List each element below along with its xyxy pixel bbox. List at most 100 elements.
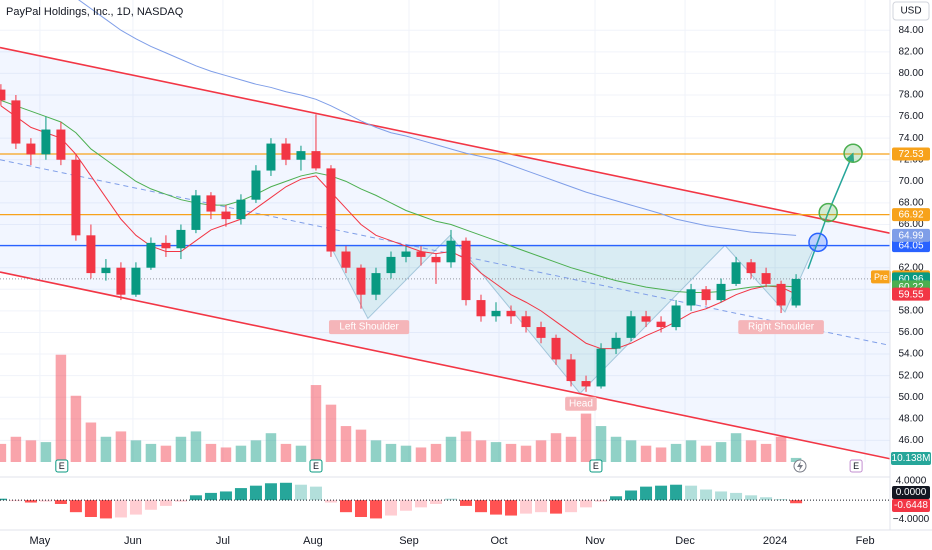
event-marker: [309, 459, 323, 473]
macd-bar: [595, 500, 608, 502]
candle-body: [371, 273, 381, 295]
volume-bar: [355, 429, 367, 462]
volume-bar: [415, 447, 427, 462]
macd-bar: [369, 500, 382, 519]
level-label: 66.92: [898, 210, 923, 221]
macd-bar: [715, 491, 728, 501]
macd-bar: [129, 500, 142, 515]
macd-bar: [460, 500, 473, 506]
macd-bar: [99, 500, 112, 519]
volume-bar: [445, 436, 457, 462]
annotation-box: [738, 320, 824, 335]
volume-bar: [235, 445, 247, 462]
candle-body: [701, 289, 711, 301]
macd-bar: [580, 500, 593, 508]
y-tick-label: 48.00: [898, 413, 923, 424]
macd-bar: [309, 486, 322, 501]
macd-bar: [640, 486, 653, 501]
level-label-box: [892, 147, 930, 161]
macd-pane: [0, 482, 890, 519]
volume-bar: [625, 440, 637, 462]
candle-body: [416, 251, 426, 257]
macd-last-label: -0.6448: [894, 500, 928, 511]
candle-body: [11, 100, 21, 144]
currency-button[interactable]: [892, 1, 930, 21]
annotation-label: Right Shoulder: [748, 322, 815, 333]
candle-body: [791, 278, 801, 306]
volume-bar: [190, 431, 202, 462]
macd-bar: [39, 500, 52, 502]
volume-bar: [85, 422, 97, 462]
candle-body: [236, 199, 246, 220]
candle-body: [176, 229, 186, 249]
volume-bar: [280, 443, 292, 462]
candle-body: [86, 235, 96, 274]
volume-bar: [175, 436, 187, 462]
x-tick-label: Feb: [856, 535, 875, 547]
candle-body: [566, 359, 576, 382]
x-tick-label: Aug: [303, 535, 323, 547]
level-label: 64.05: [898, 241, 923, 252]
macd-last-box: [892, 499, 930, 512]
macd-bar: [730, 492, 743, 501]
lightning-icon: [793, 459, 807, 473]
candle-body: [686, 289, 696, 306]
macd-bar: [219, 491, 232, 501]
target-circle: [808, 232, 828, 253]
x-tick-label: Sep: [399, 535, 419, 547]
currency[interactable]: USD: [900, 6, 921, 17]
candle-body: [296, 151, 306, 160]
macd-bar: [264, 483, 277, 501]
moving-average: [0, 99, 797, 294]
candle-body: [221, 211, 231, 220]
volume-bar: [490, 442, 502, 462]
volume-bar: [385, 443, 397, 462]
y-tick-label: 52.00: [898, 370, 923, 381]
candle-body: [26, 143, 36, 155]
volume-bar: [100, 436, 112, 462]
annotation-box: [328, 320, 410, 335]
volume-bar: [295, 445, 307, 462]
moving-average: [0, 105, 797, 350]
y-tick-label: 84.00: [898, 25, 923, 36]
candle-body: [776, 283, 786, 306]
volume-bar: [340, 426, 352, 462]
candle-body: [656, 321, 666, 328]
macd-bar: [114, 500, 127, 518]
trendline: [0, 271, 890, 460]
candle-body: [506, 310, 516, 317]
macd-bar: [234, 488, 247, 501]
last-price-label: 60.96: [898, 274, 923, 285]
target-circle: [843, 143, 863, 164]
macd-bar: [174, 500, 187, 502]
macd-bar: [354, 500, 367, 517]
event-label: E: [313, 461, 319, 471]
candle-body: [716, 283, 726, 301]
volume-bar: [460, 431, 472, 462]
y-tick-label: 74.00: [898, 133, 923, 144]
x-tick-label: Dec: [675, 535, 695, 547]
volume-bar: [505, 443, 517, 462]
pre-tag-box: [871, 270, 891, 284]
y-tick-label: 82.00: [898, 46, 923, 57]
volume-bar: [145, 443, 157, 462]
candle-body: [641, 316, 651, 322]
pattern-fill: [329, 234, 816, 395]
candle-body: [446, 240, 456, 263]
candle-body: [146, 242, 156, 268]
macd-bar: [69, 500, 82, 513]
macd-bar: [565, 500, 578, 513]
y-tick-label: 70.00: [898, 176, 923, 187]
macd-bar: [189, 495, 202, 501]
candle-body: [41, 129, 51, 155]
candle-body: [251, 170, 261, 200]
macd-bar: [384, 500, 397, 516]
volume-bar: [55, 354, 67, 462]
macd-bar: [760, 497, 773, 501]
candle-body: [341, 251, 351, 268]
candle-body: [326, 168, 336, 252]
candle-body: [0, 89, 6, 101]
macd-bar: [54, 500, 67, 504]
y-tick-label: 78.00: [898, 90, 923, 101]
